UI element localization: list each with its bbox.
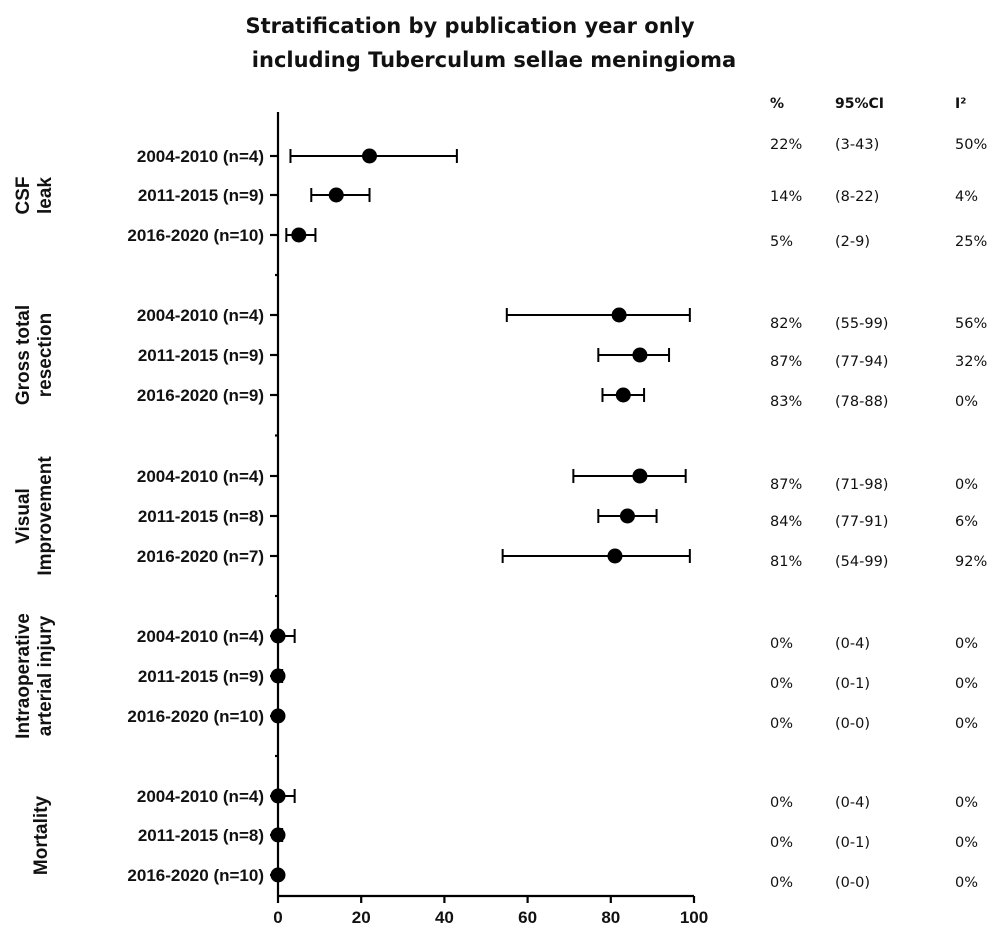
row-label-0-1: 2011-2015 (n=9)	[138, 186, 264, 205]
cell-ci-2-2: (54-99)	[835, 554, 888, 570]
point-estimate-0-0	[362, 148, 378, 164]
column-header-ci: 95%CI	[835, 96, 884, 112]
group-label-0-line-1: leak	[35, 177, 56, 214]
chart-title-line-1: Stratification by publication year only	[245, 14, 694, 38]
x-tick-label-80: 80	[601, 908, 620, 927]
x-tick-label-20: 20	[352, 908, 371, 927]
cell-ci-1-0: (55-99)	[835, 316, 888, 332]
group-label-3-line-0: Intraoperative	[13, 613, 34, 739]
row-label-4-1: 2011-2015 (n=8)	[138, 826, 264, 845]
cell-i2-0-1: 4%	[955, 189, 978, 205]
point-estimate-2-0	[632, 468, 648, 484]
point-estimate-4-2	[270, 867, 286, 883]
cell-ci-3-0: (0-4)	[835, 636, 870, 652]
group-label-4-line-0: Mortality	[31, 795, 52, 875]
row-label-1-0: 2004-2010 (n=4)	[137, 306, 264, 325]
plot-area: 0 20 40 60 80 100 CSF leak 2004-2010 (n=4) 22% (3-…	[13, 112, 987, 927]
cell-i2-4-0: 0%	[955, 795, 978, 811]
group-label-2-line-0: Visual	[13, 488, 34, 544]
point-estimate-3-0	[270, 628, 286, 644]
group-label-0-line-0: CSF	[13, 177, 34, 215]
x-tick-label-40: 40	[435, 908, 454, 927]
x-tick-label-0: 0	[273, 908, 282, 927]
cell-percent-0-1: 14%	[770, 189, 802, 205]
cell-percent-4-0: 0%	[770, 795, 793, 811]
x-tick-label-100: 100	[680, 908, 708, 927]
point-estimate-2-2	[607, 548, 623, 564]
cell-ci-4-1: (0-1)	[835, 835, 870, 851]
point-estimate-3-2	[270, 708, 286, 724]
cell-i2-3-2: 0%	[955, 716, 978, 732]
row-label-1-2: 2016-2020 (n=9)	[137, 386, 264, 405]
cell-i2-0-2: 25%	[955, 234, 987, 250]
column-header-percent: %	[770, 96, 784, 112]
point-estimate-4-0	[270, 788, 286, 804]
cell-i2-4-1: 0%	[955, 835, 978, 851]
row-label-0-2: 2016-2020 (n=10)	[127, 226, 264, 245]
point-estimate-1-1	[632, 347, 648, 363]
cell-percent-1-2: 83%	[770, 394, 802, 410]
row-label-3-1: 2011-2015 (n=9)	[138, 667, 264, 686]
cell-i2-3-1: 0%	[955, 676, 978, 692]
row-label-3-0: 2004-2010 (n=4)	[137, 627, 264, 646]
cell-percent-3-0: 0%	[770, 636, 793, 652]
cell-percent-2-0: 87%	[770, 477, 802, 493]
row-label-2-2: 2016-2020 (n=7)	[137, 547, 264, 566]
cell-i2-1-1: 32%	[955, 354, 987, 370]
point-estimate-2-1	[619, 508, 635, 524]
point-estimate-0-2	[291, 227, 307, 243]
cell-ci-1-2: (78-88)	[835, 394, 888, 410]
point-estimate-1-0	[611, 307, 627, 323]
row-label-0-0: 2004-2010 (n=4)	[137, 147, 264, 166]
row-label-4-0: 2004-2010 (n=4)	[137, 787, 264, 806]
row-label-4-2: 2016-2020 (n=10)	[127, 866, 264, 885]
point-estimate-1-2	[615, 387, 631, 403]
x-tick-label-60: 60	[518, 908, 537, 927]
cell-ci-0-2: (2-9)	[835, 234, 870, 250]
cell-i2-2-0: 0%	[955, 477, 978, 493]
point-estimate-4-1	[270, 827, 286, 843]
cell-percent-2-1: 84%	[770, 514, 802, 530]
cell-i2-4-2: 0%	[955, 875, 978, 891]
cell-percent-4-2: 0%	[770, 875, 793, 891]
group-label-3-line-1: arterial injury	[35, 615, 56, 736]
cell-i2-2-2: 92%	[955, 554, 987, 570]
cell-i2-1-2: 0%	[955, 394, 978, 410]
cell-percent-0-0: 22%	[770, 137, 802, 153]
row-label-2-0: 2004-2010 (n=4)	[137, 467, 264, 486]
chart-title-line-2: including Tuberculum sellae meningioma	[252, 48, 736, 72]
group-label-1-line-1: resection	[35, 313, 56, 397]
row-label-2-1: 2011-2015 (n=8)	[138, 507, 264, 526]
cell-ci-0-1: (8-22)	[835, 189, 879, 205]
group-label-2-line-1: Improvement	[35, 456, 56, 576]
cell-percent-3-1: 0%	[770, 676, 793, 692]
cell-i2-3-0: 0%	[955, 636, 978, 652]
cell-ci-3-2: (0-0)	[835, 716, 870, 732]
cell-percent-3-2: 0%	[770, 716, 793, 732]
cell-percent-1-0: 82%	[770, 316, 802, 332]
group-label-1-line-0: Gross total	[13, 305, 34, 405]
cell-percent-4-1: 0%	[770, 835, 793, 851]
cell-percent-2-2: 81%	[770, 554, 802, 570]
point-estimate-0-1	[328, 187, 344, 203]
column-header-i2: I²	[955, 96, 966, 112]
cell-i2-0-0: 50%	[955, 137, 987, 153]
row-label-3-2: 2016-2020 (n=10)	[127, 707, 264, 726]
cell-ci-2-0: (71-98)	[835, 477, 888, 493]
cell-ci-1-1: (77-94)	[835, 354, 888, 370]
cell-ci-0-0: (3-43)	[835, 137, 879, 153]
cell-percent-1-1: 87%	[770, 354, 802, 370]
row-label-1-1: 2011-2015 (n=9)	[138, 346, 264, 365]
cell-ci-3-1: (0-1)	[835, 676, 870, 692]
cell-i2-1-0: 56%	[955, 316, 987, 332]
cell-ci-2-1: (77-91)	[835, 514, 888, 530]
cell-ci-4-0: (0-4)	[835, 795, 870, 811]
cell-percent-0-2: 5%	[770, 234, 793, 250]
point-estimate-3-1	[270, 668, 286, 684]
cell-ci-4-2: (0-0)	[835, 875, 870, 891]
cell-i2-2-1: 6%	[955, 514, 978, 530]
